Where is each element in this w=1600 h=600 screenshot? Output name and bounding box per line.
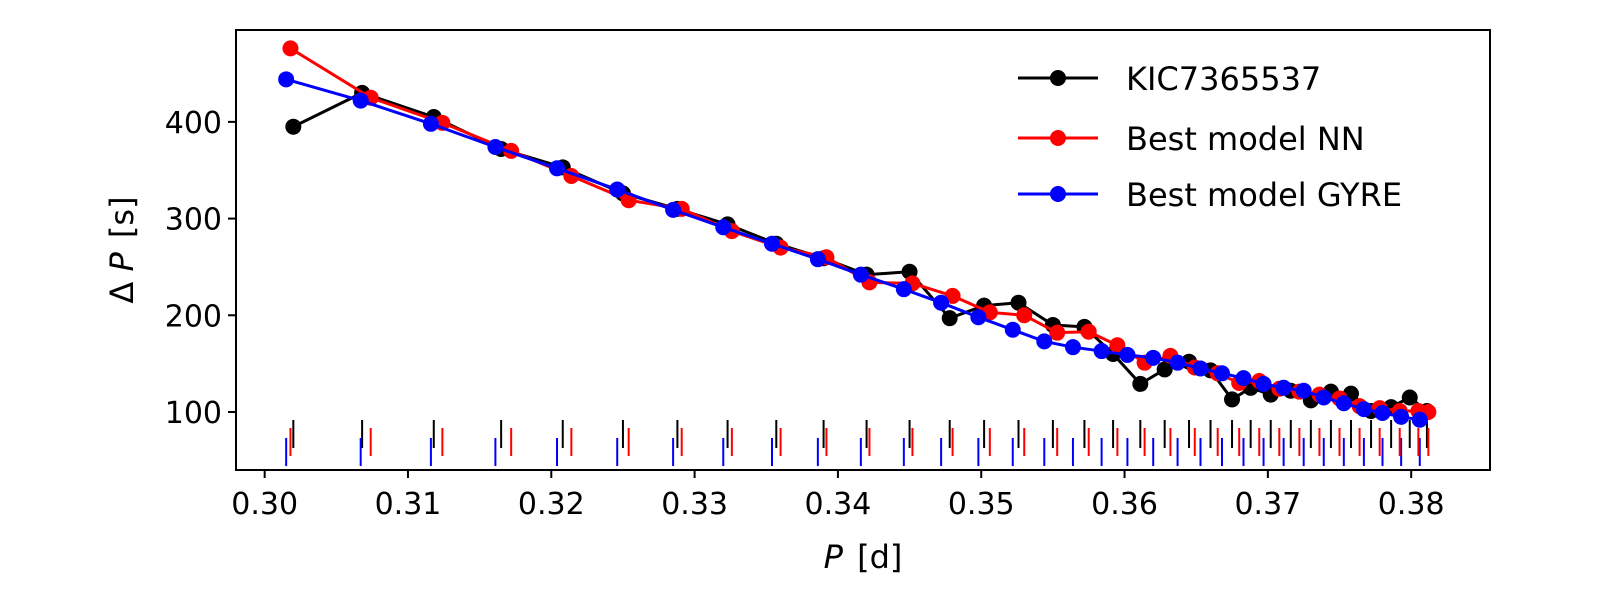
data-point	[1156, 361, 1173, 378]
data-point	[1093, 343, 1110, 360]
data-point	[1214, 365, 1231, 382]
y-tick-label: 300	[165, 203, 222, 238]
period-marks-kic	[292, 420, 1428, 448]
x-tick-label: 0.37	[1234, 487, 1301, 522]
data-point	[352, 92, 369, 109]
data-point	[609, 181, 626, 198]
data-point	[1132, 375, 1149, 392]
data-point	[809, 251, 826, 268]
legend-marker-kic	[1050, 70, 1066, 86]
x-tick-label: 0.30	[231, 487, 298, 522]
data-point	[1109, 337, 1126, 354]
data-point	[285, 118, 302, 135]
data-point	[1080, 323, 1097, 340]
data-point	[763, 235, 780, 252]
legend-label-kic: KIC7365537	[1126, 60, 1321, 98]
period-marks-nn	[289, 428, 1430, 456]
data-point	[1049, 324, 1066, 341]
data-point	[278, 71, 295, 88]
data-point	[1401, 389, 1418, 406]
y-axis-label: Δ P [s]	[103, 196, 141, 303]
x-tick-label: 0.32	[518, 487, 585, 522]
legend-entry-kic: KIC7365537	[1018, 60, 1321, 98]
data-point	[1295, 382, 1312, 399]
legend-entry-nn: Best model NN	[1018, 120, 1365, 158]
legend-marker-gyre	[1050, 186, 1066, 202]
data-point	[1169, 354, 1186, 371]
data-point	[852, 266, 869, 283]
x-tick-label: 0.34	[805, 487, 872, 522]
y-axis-label-unit: [s]	[103, 196, 141, 238]
y-axis-label-var: P	[103, 252, 141, 272]
data-point	[1036, 333, 1053, 350]
data-point	[1411, 411, 1428, 428]
data-point	[665, 201, 682, 218]
y-axis-label-prefix: Δ	[103, 282, 141, 304]
x-axis-label: P [d]	[824, 538, 903, 576]
x-axis-label-unit: [d]	[857, 538, 902, 576]
data-point	[1192, 360, 1209, 377]
plot-frame	[235, 29, 1491, 471]
legend-entry-gyre: Best model GYRE	[1018, 176, 1402, 214]
data-point	[1393, 408, 1410, 425]
data-point	[1145, 349, 1162, 366]
data-point	[1355, 401, 1372, 418]
legend: KIC7365537 Best model NN Best model GYRE	[1018, 60, 1402, 214]
data-point	[1010, 294, 1027, 311]
y-tick-label: 200	[165, 299, 222, 334]
data-point	[1315, 389, 1332, 406]
data-point	[1335, 395, 1352, 412]
data-point	[895, 281, 912, 298]
legend-label-nn: Best model NN	[1126, 120, 1365, 158]
data-point	[970, 309, 987, 326]
data-point	[1275, 379, 1292, 396]
x-tick-label: 0.38	[1378, 487, 1445, 522]
data-point	[715, 219, 732, 236]
series-layer	[278, 40, 1437, 428]
series-2	[278, 71, 1428, 428]
x-tick-label: 0.33	[661, 487, 728, 522]
data-point	[1224, 391, 1241, 408]
y-tick-label: 100	[165, 396, 222, 431]
data-point	[282, 40, 299, 57]
data-point	[933, 294, 950, 311]
data-point	[1016, 307, 1033, 324]
data-point	[1004, 321, 1021, 338]
x-axis-label-var: P	[824, 538, 844, 576]
x-tick-label: 0.35	[948, 487, 1015, 522]
data-point	[422, 115, 439, 132]
period-marks-gyre	[285, 438, 1421, 466]
x-axis-ticks: 0.30 0.31 0.32 0.33 0.34 0.35 0.36 0.37 0.38	[231, 470, 1445, 522]
data-point	[1255, 375, 1272, 392]
legend-marker-nn	[1050, 130, 1066, 146]
data-point	[1374, 404, 1391, 421]
x-tick-label: 0.31	[375, 487, 442, 522]
data-point	[1119, 346, 1136, 363]
data-point	[1064, 339, 1081, 356]
y-axis-ticks: 100 200 300 400	[165, 106, 236, 431]
data-point	[1235, 370, 1252, 387]
data-point	[487, 139, 504, 156]
legend-label-gyre: Best model GYRE	[1126, 176, 1402, 214]
y-tick-label: 400	[165, 106, 222, 141]
data-point	[941, 310, 958, 327]
series-line	[289, 47, 1429, 414]
x-tick-label: 0.36	[1091, 487, 1158, 522]
data-point	[549, 160, 566, 177]
